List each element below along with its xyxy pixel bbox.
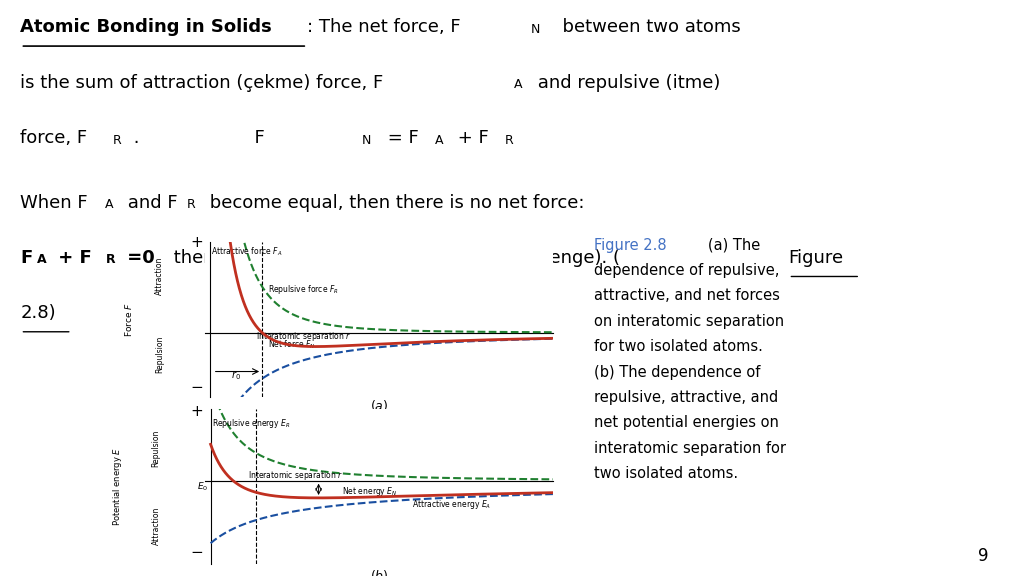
Text: is the sum of attraction (çekme) force, F: is the sum of attraction (çekme) force, … [20, 74, 384, 92]
Text: + F: + F [52, 249, 92, 267]
Text: Attractive force $F_A$: Attractive force $F_A$ [211, 246, 283, 259]
Text: $r_0$: $r_0$ [230, 369, 241, 382]
Text: (b) The dependence of: (b) The dependence of [594, 365, 760, 380]
Text: (a) The: (a) The [694, 238, 761, 253]
Text: Repulsive force $F_R$: Repulsive force $F_R$ [268, 283, 339, 296]
Text: Net energy $E_N$: Net energy $E_N$ [342, 485, 397, 498]
Text: force, F: force, F [20, 129, 88, 147]
Text: $E_0$: $E_0$ [197, 480, 208, 493]
Text: Figure: Figure [788, 249, 844, 267]
Text: become equal, then there is no net force:: become equal, then there is no net force… [204, 194, 585, 211]
Text: $(a)$: $(a)$ [370, 398, 388, 413]
Text: −: − [190, 545, 203, 560]
Text: Repulsive energy $E_R$: Repulsive energy $E_R$ [212, 416, 290, 430]
Text: dependence of repulsive,: dependence of repulsive, [594, 263, 779, 278]
Text: + F: + F [452, 129, 488, 147]
Text: interatomic separation for: interatomic separation for [594, 441, 786, 456]
Text: −: − [190, 380, 203, 395]
Text: Figure 2.8: Figure 2.8 [594, 238, 667, 253]
Text: N: N [361, 134, 371, 147]
Text: Repulsion: Repulsion [152, 429, 161, 467]
Text: R: R [113, 134, 122, 147]
Text: for two isolated atoms.: for two isolated atoms. [594, 339, 763, 354]
Text: R: R [105, 253, 115, 267]
Text: $(b)$: $(b)$ [370, 568, 388, 576]
Text: and F: and F [122, 194, 177, 211]
Text: Potential energy $E$: Potential energy $E$ [112, 447, 124, 526]
Text: net potential energies on: net potential energies on [594, 415, 779, 430]
Text: Interatomic separation $r$: Interatomic separation $r$ [248, 469, 343, 482]
Text: attractive, and net forces: attractive, and net forces [594, 289, 780, 304]
Text: Force $F$: Force $F$ [123, 302, 134, 337]
Text: 9: 9 [978, 547, 988, 565]
Text: Repulsion: Repulsion [155, 335, 164, 373]
Text: : The net force, F: : The net force, F [307, 18, 461, 36]
Text: R: R [186, 198, 196, 211]
Text: = F: = F [382, 129, 419, 147]
Text: Atomic Bonding in Solids: Atomic Bonding in Solids [20, 18, 272, 36]
Text: repulsive, attractive, and: repulsive, attractive, and [594, 390, 778, 405]
Text: Attraction: Attraction [152, 506, 161, 545]
Text: A: A [37, 253, 46, 267]
Text: N: N [530, 23, 540, 36]
Text: Interatomic separation $r$: Interatomic separation $r$ [256, 330, 351, 343]
Text: 2.8): 2.8) [20, 304, 56, 322]
Text: on interatomic separation: on interatomic separation [594, 314, 784, 329]
Text: two isolated atoms.: two isolated atoms. [594, 467, 738, 482]
Text: F: F [20, 249, 33, 267]
Text: between two atoms: between two atoms [551, 18, 740, 36]
Text: +: + [190, 404, 203, 419]
Text: Net force $F_N$: Net force $F_N$ [268, 339, 315, 351]
Text: A: A [435, 134, 443, 147]
Text: .                    F: . F [128, 129, 265, 147]
Text: then there exists a state of equilibrium (denge). (: then there exists a state of equilibrium… [168, 249, 620, 267]
Text: +: + [190, 235, 203, 250]
Text: R: R [505, 134, 514, 147]
Text: A: A [104, 198, 113, 211]
Text: A: A [514, 78, 522, 92]
Text: Attractive energy $E_A$: Attractive energy $E_A$ [412, 498, 490, 511]
Text: Attraction: Attraction [155, 257, 164, 295]
Text: When F: When F [20, 194, 88, 211]
Text: =0: =0 [121, 249, 155, 267]
Text: and repulsive (itme): and repulsive (itme) [532, 74, 721, 92]
